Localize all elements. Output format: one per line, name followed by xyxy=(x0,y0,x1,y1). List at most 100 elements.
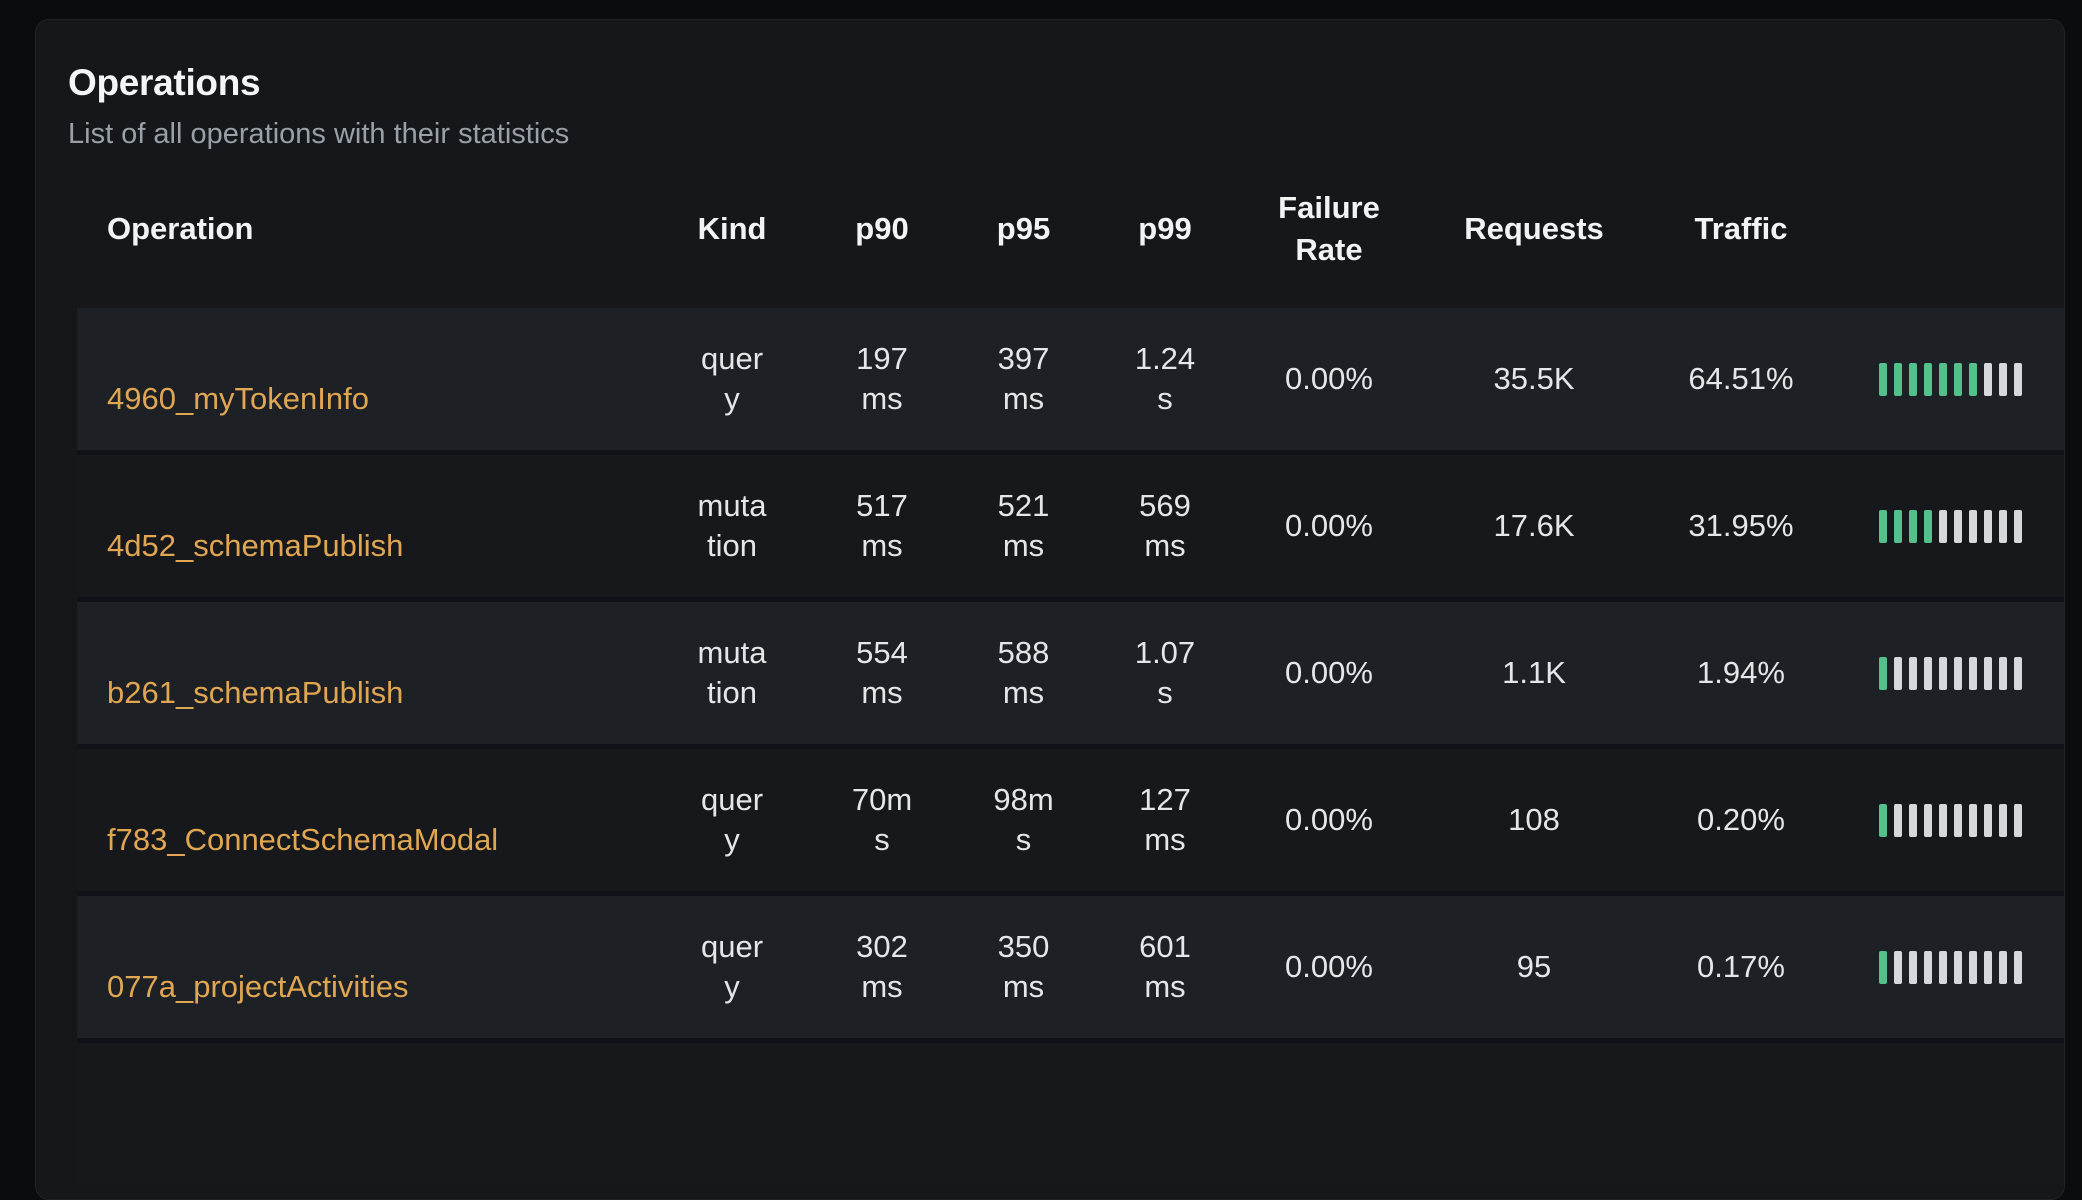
traffic-bar-filled xyxy=(1879,362,1887,396)
traffic-bar-empty xyxy=(1909,950,1917,984)
traffic-cell: 64.51% xyxy=(1688,361,1794,396)
traffic-bar-empty xyxy=(1999,803,2007,837)
p99-cell: 127 ms xyxy=(1139,782,1191,857)
column-header-operation: Operation xyxy=(107,211,254,246)
traffic-bar-empty xyxy=(1939,950,1947,984)
traffic-bar-empty xyxy=(1969,803,1977,837)
table-row: 4960_myTokenInfo quer y 197 ms 397 ms 1.… xyxy=(77,308,2064,450)
operation-link[interactable]: b261_schemaPublish xyxy=(107,675,404,710)
traffic-bar-filled xyxy=(1879,656,1887,690)
requests-cell: 95 xyxy=(1516,949,1552,984)
operation-link[interactable]: 4d52_schemaPublish xyxy=(107,528,404,563)
traffic-bar-empty xyxy=(1954,656,1962,690)
traffic-bar-empty xyxy=(2014,803,2022,837)
traffic-bar-empty xyxy=(1999,362,2007,396)
table-body: 4960_myTokenInfo quer y 197 ms 397 ms 1.… xyxy=(77,308,2064,1185)
traffic-bar-meter xyxy=(1832,749,2064,891)
traffic-bar-empty xyxy=(1909,803,1917,837)
traffic-bar-filled xyxy=(1879,509,1887,543)
traffic-bar-empty xyxy=(1894,803,1902,837)
column-header-p90: p90 xyxy=(855,211,909,246)
traffic-bar-filled xyxy=(1954,362,1962,396)
traffic-bar-filled xyxy=(1939,362,1947,396)
p99-cell: 601 ms xyxy=(1139,929,1191,1004)
traffic-bar-empty xyxy=(1909,656,1917,690)
page-title: Operations xyxy=(68,62,261,103)
operations-card: Operations List of all operations with t… xyxy=(35,19,2065,1200)
p99-cell: 1.07 s xyxy=(1134,635,1196,710)
traffic-bar-filled xyxy=(1924,362,1932,396)
traffic-bar-empty xyxy=(1939,656,1947,690)
table-row: 077a_projectActivities quer y 302 ms 350… xyxy=(77,896,2064,1038)
p99-cell: 1.24 s xyxy=(1134,341,1196,416)
column-header-requests: Requests xyxy=(1464,211,1604,246)
operation-cell: 077a_projectActivities xyxy=(77,927,657,1007)
page-subtitle: List of all operations with their statis… xyxy=(68,118,570,150)
failure-rate-cell: 0.00% xyxy=(1285,655,1373,690)
failure-rate-cell: 0.00% xyxy=(1285,802,1373,837)
traffic-bar-empty xyxy=(1924,803,1932,837)
traffic-bar-empty xyxy=(2014,656,2022,690)
traffic-bar-empty xyxy=(1999,509,2007,543)
table-row: b261_schemaPublish muta tion 554 ms 588 … xyxy=(77,602,2064,744)
column-header-kind: Kind xyxy=(697,211,767,246)
table-row-partial xyxy=(77,1043,2064,1185)
table-header-row: Operation Kind p90 p95 p99 Failure Rate … xyxy=(77,181,2064,277)
kind-cell: quer y xyxy=(700,341,764,416)
traffic-bar-empty xyxy=(1939,803,1947,837)
traffic-bar-meter xyxy=(1832,308,2064,450)
p90-cell: 517 ms xyxy=(856,488,908,563)
p90-cell: 197 ms xyxy=(856,341,908,416)
traffic-bar-empty xyxy=(1969,950,1977,984)
table-row: f783_ConnectSchemaModal quer y 70m s 98m… xyxy=(77,749,2064,891)
failure-rate-cell: 0.00% xyxy=(1285,949,1373,984)
p90-cell: 70m s xyxy=(851,782,913,857)
traffic-bar-filled xyxy=(1879,803,1887,837)
column-header-traffic: Traffic xyxy=(1694,211,1788,246)
failure-rate-cell: 0.00% xyxy=(1285,508,1373,543)
operation-link[interactable]: 4960_myTokenInfo xyxy=(107,381,369,416)
p95-cell: 350 ms xyxy=(997,929,1050,1004)
table-row: 4d52_schemaPublish muta tion 517 ms 521 … xyxy=(77,455,2064,597)
column-header-p99: p99 xyxy=(1138,211,1192,246)
traffic-bar-empty xyxy=(2014,362,2022,396)
p95-cell: 98m s xyxy=(993,782,1054,857)
operation-cell: 4d52_schemaPublish xyxy=(77,486,657,566)
requests-cell: 17.6K xyxy=(1493,508,1575,543)
traffic-bar-empty xyxy=(1984,362,1992,396)
traffic-cell: 1.94% xyxy=(1697,655,1785,690)
traffic-bar-empty xyxy=(1984,509,1992,543)
p90-cell: 302 ms xyxy=(856,929,908,1004)
traffic-cell: 0.17% xyxy=(1697,949,1785,984)
traffic-bar-empty xyxy=(1924,656,1932,690)
operation-cell: 4960_myTokenInfo xyxy=(77,339,657,419)
requests-cell: 108 xyxy=(1508,802,1560,837)
traffic-bar-filled xyxy=(1924,509,1932,543)
traffic-bar-filled xyxy=(1894,362,1902,396)
operation-link[interactable]: 077a_projectActivities xyxy=(107,969,409,1004)
traffic-bar-empty xyxy=(1969,509,1977,543)
p99-cell: 569 ms xyxy=(1139,488,1191,563)
traffic-bar-empty xyxy=(1939,509,1947,543)
traffic-cell: 0.20% xyxy=(1697,802,1785,837)
p95-cell: 521 ms xyxy=(997,488,1050,563)
traffic-bar-filled xyxy=(1909,509,1917,543)
traffic-bar-filled xyxy=(1909,362,1917,396)
kind-cell: muta tion xyxy=(697,635,767,710)
traffic-bar-empty xyxy=(1894,950,1902,984)
kind-cell: muta tion xyxy=(697,488,767,563)
traffic-bar-empty xyxy=(2014,509,2022,543)
operation-link[interactable]: f783_ConnectSchemaModal xyxy=(107,822,499,857)
column-header-p95: p95 xyxy=(996,211,1051,246)
traffic-bar-empty xyxy=(1954,950,1962,984)
p95-cell: 397 ms xyxy=(997,341,1050,416)
kind-cell: quer y xyxy=(700,929,764,1004)
column-header-failure-rate: Failure Rate xyxy=(1278,190,1380,267)
traffic-bar-filled xyxy=(1879,950,1887,984)
operation-cell: b261_schemaPublish xyxy=(77,633,657,713)
traffic-bar-meter xyxy=(1832,896,2064,1038)
kind-cell: quer y xyxy=(700,782,764,857)
traffic-bar-empty xyxy=(1984,656,1992,690)
traffic-bar-empty xyxy=(1954,509,1962,543)
p95-cell: 588 ms xyxy=(997,635,1050,710)
